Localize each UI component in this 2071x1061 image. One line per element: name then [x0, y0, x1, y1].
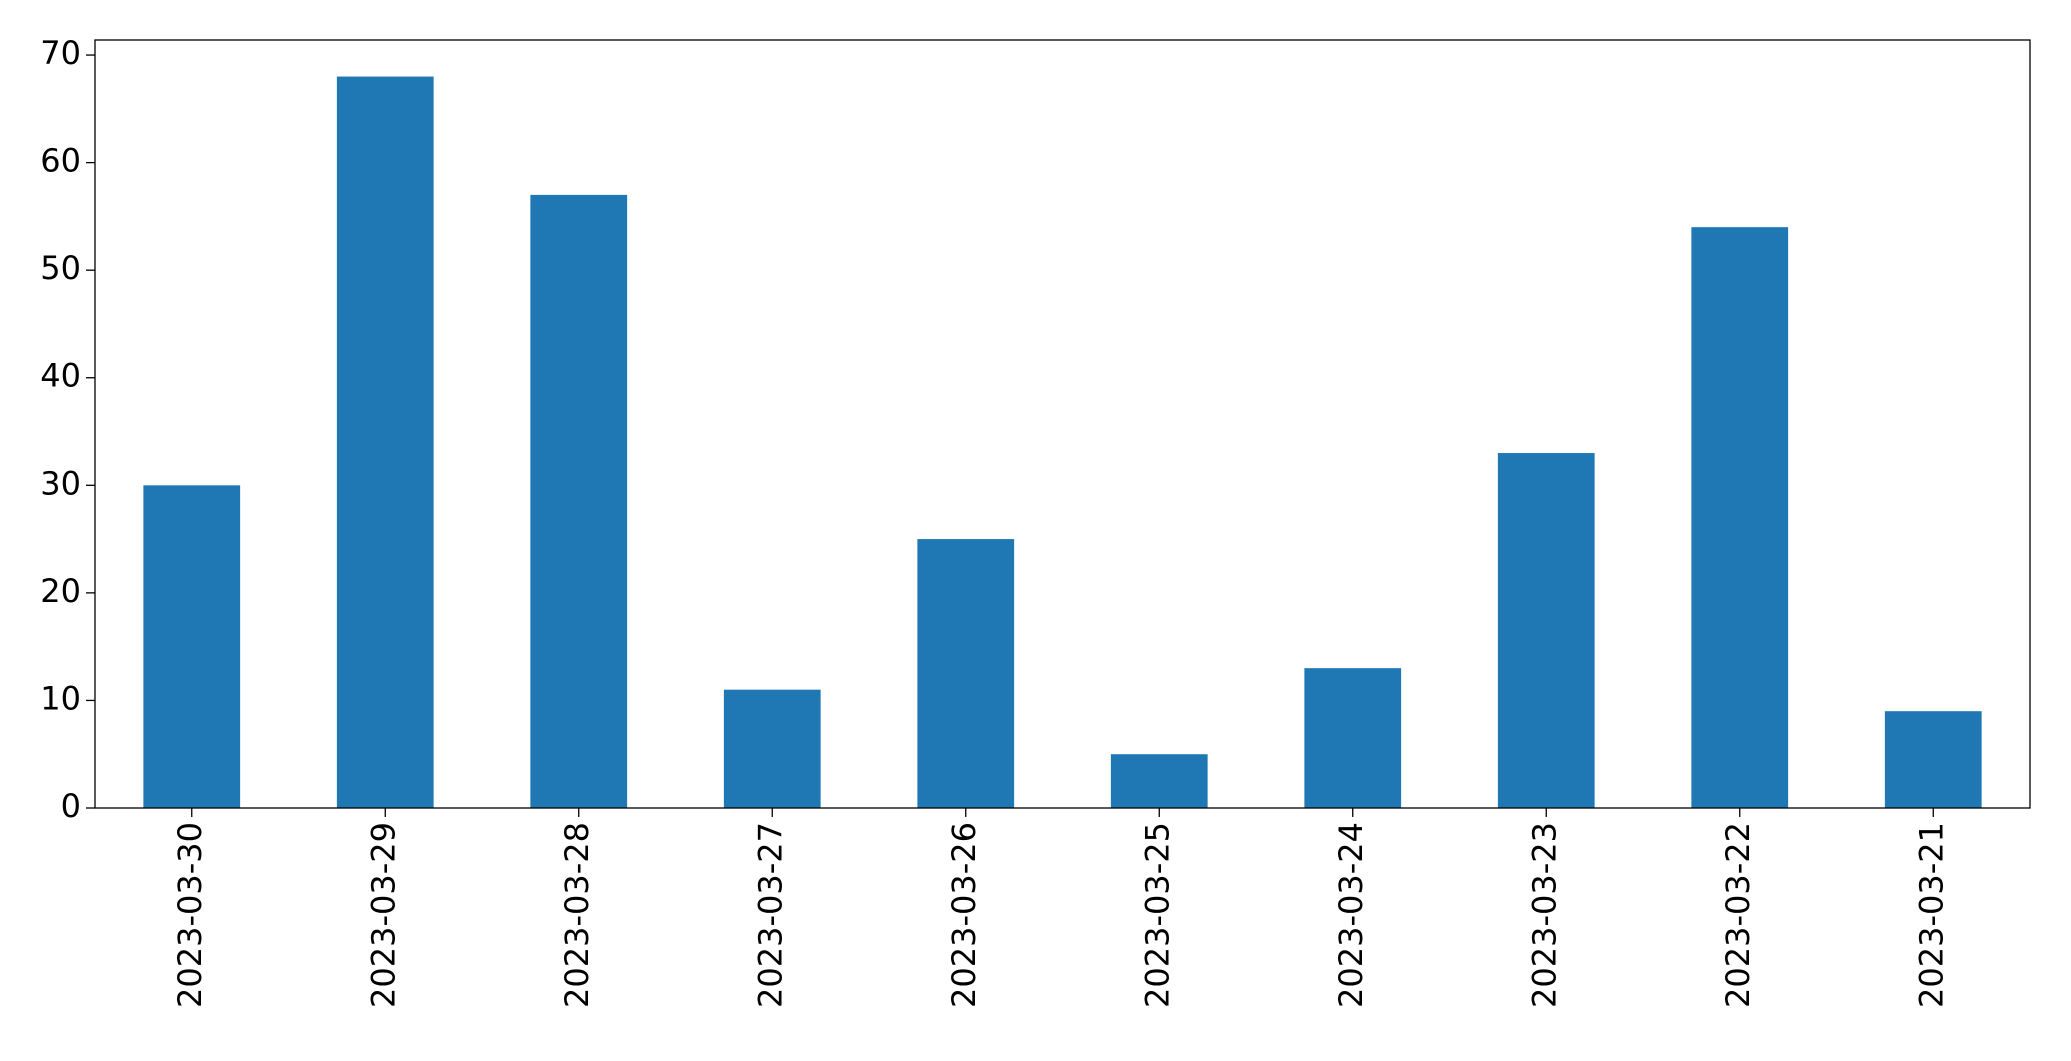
plot-frame: [94, 39, 2031, 809]
x-tick-label: 2023-03-21: [1912, 822, 1950, 1008]
bar: [917, 539, 1015, 808]
y-tick-label: 10: [40, 679, 81, 717]
y-tick-label: 50: [40, 249, 81, 287]
bar: [1304, 668, 1402, 808]
bar: [1110, 754, 1208, 808]
y-tick-label: 20: [40, 572, 81, 610]
x-tick-label: 2023-03-30: [171, 822, 209, 1008]
x-tick-label: 2023-03-23: [1525, 822, 1563, 1008]
x-tick-label: 2023-03-22: [1719, 822, 1757, 1008]
x-tick-label: 2023-03-29: [364, 822, 402, 1008]
bar: [143, 485, 241, 808]
bar: [1497, 453, 1595, 808]
bar: [1884, 711, 1982, 808]
y-tick-label: 70: [40, 34, 81, 72]
y-tick-label: 40: [40, 357, 81, 395]
x-tick-label: 2023-03-27: [751, 822, 789, 1008]
y-tick-label: 30: [40, 464, 81, 502]
y-tick-label: 0: [61, 787, 81, 825]
y-tick-label: 60: [40, 142, 81, 180]
bar: [336, 76, 434, 809]
bar: [1691, 227, 1789, 808]
x-tick-label: 2023-03-25: [1138, 822, 1176, 1008]
bar: [530, 194, 628, 809]
x-tick-label: 2023-03-26: [945, 822, 983, 1008]
x-tick-label: 2023-03-24: [1332, 822, 1370, 1008]
x-tick-label: 2023-03-28: [558, 822, 596, 1008]
bar: [723, 689, 821, 808]
